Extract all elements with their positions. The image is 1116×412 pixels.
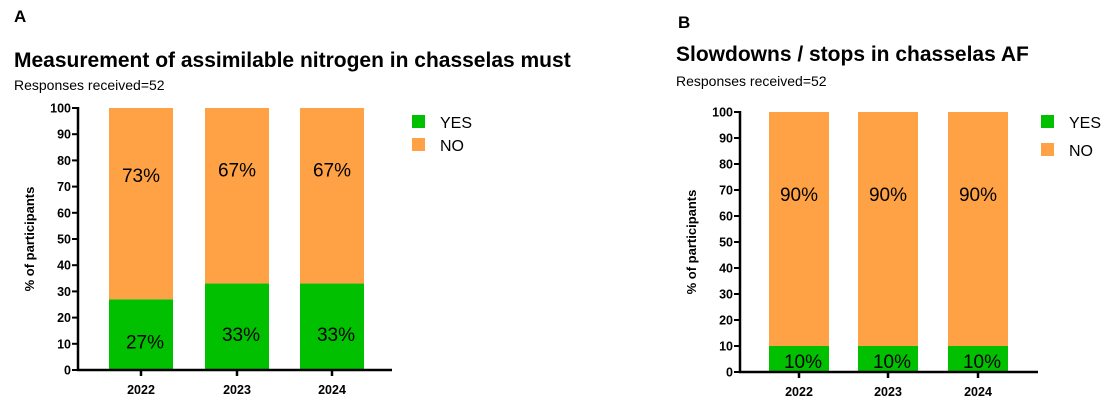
legend-label-yes: YES: [1069, 115, 1101, 132]
bar-yes-2024: [948, 346, 1008, 372]
x-tick-label: 2022: [785, 385, 813, 399]
data-label: 10%: [963, 352, 1001, 373]
x-tick-label: 2024: [964, 385, 992, 399]
panel-label: B: [678, 13, 690, 32]
y-tick-label: 50: [719, 236, 733, 250]
chart-panel-b: B Slowdowns / stops in chasselas AF Respon…: [676, 13, 1101, 399]
data-label: 67%: [218, 160, 256, 181]
x-tick-label: 2022: [127, 383, 155, 397]
chart-subtitle: Responses received=52: [676, 73, 827, 89]
y-tick-label: 30: [57, 285, 71, 299]
data-label: 90%: [959, 185, 997, 206]
chart-subtitle: Responses received=52: [14, 77, 165, 93]
y-tick-label: 30: [719, 288, 733, 302]
chart-panel-a: A Measurement of assimilable nitrogen in …: [14, 7, 571, 397]
y-tick-label: 10: [719, 340, 733, 354]
data-label: 90%: [780, 185, 818, 206]
bar-no-2023: [205, 108, 269, 284]
y-axis-label: % of participants: [22, 187, 37, 292]
y-tick-label: 10: [57, 337, 71, 351]
bar-yes-2022: [769, 346, 829, 372]
legend-label-no: NO: [1069, 143, 1093, 160]
y-tick-label: 0: [726, 366, 733, 380]
y-tick-label: 60: [57, 206, 71, 220]
y-tick-label: 20: [719, 314, 733, 328]
data-label: 33%: [222, 325, 260, 346]
y-tick-label: 60: [719, 210, 733, 224]
y-tick-label: 40: [719, 262, 733, 276]
data-label: 67%: [313, 160, 351, 181]
bar-yes-2024: [300, 283, 364, 370]
y-tick-label: 100: [50, 102, 71, 116]
y-tick-label: 70: [719, 184, 733, 198]
data-label: 90%: [869, 185, 907, 206]
y-tick-label: 80: [719, 158, 733, 172]
legend-label-no: NO: [440, 138, 464, 155]
y-axis-label: % of participants: [684, 190, 699, 295]
y-tick-label: 40: [57, 259, 71, 273]
y-tick-label: 0: [64, 364, 71, 378]
data-label: 73%: [122, 166, 160, 187]
legend-swatch-no: [1041, 143, 1054, 156]
data-label: 10%: [784, 352, 822, 373]
bar-yes-2022: [109, 299, 173, 370]
bar-yes-2023: [858, 346, 918, 372]
y-tick-label: 90: [719, 132, 733, 146]
data-label: 33%: [317, 325, 355, 346]
legend-swatch-yes: [1041, 115, 1054, 128]
legend-swatch-no: [412, 138, 425, 151]
bar-no-2023: [858, 112, 918, 346]
legend-swatch-yes: [412, 115, 425, 128]
data-label: 10%: [873, 352, 911, 373]
chart-title: Measurement of assimilable nitrogen in c…: [14, 49, 571, 72]
y-tick-label: 20: [57, 311, 71, 325]
x-tick-label: 2023: [223, 383, 251, 397]
y-tick-label: 90: [57, 128, 71, 142]
bar-no-2024: [300, 108, 364, 284]
data-label: 27%: [126, 333, 164, 354]
y-tick-label: 50: [57, 233, 71, 247]
y-tick-label: 70: [57, 180, 71, 194]
chart-title: Slowdowns / stops in chasselas AF: [676, 43, 1029, 66]
bar-yes-2023: [205, 283, 269, 370]
legend-label-yes: YES: [440, 115, 472, 132]
y-tick-label: 80: [57, 154, 71, 168]
panel-label: A: [14, 7, 26, 26]
x-tick-label: 2024: [318, 383, 346, 397]
x-tick-label: 2023: [874, 385, 902, 399]
y-tick-label: 100: [712, 106, 733, 120]
bar-no-2022: [769, 112, 829, 346]
bar-no-2024: [948, 112, 1008, 346]
bar-no-2022: [109, 108, 173, 300]
